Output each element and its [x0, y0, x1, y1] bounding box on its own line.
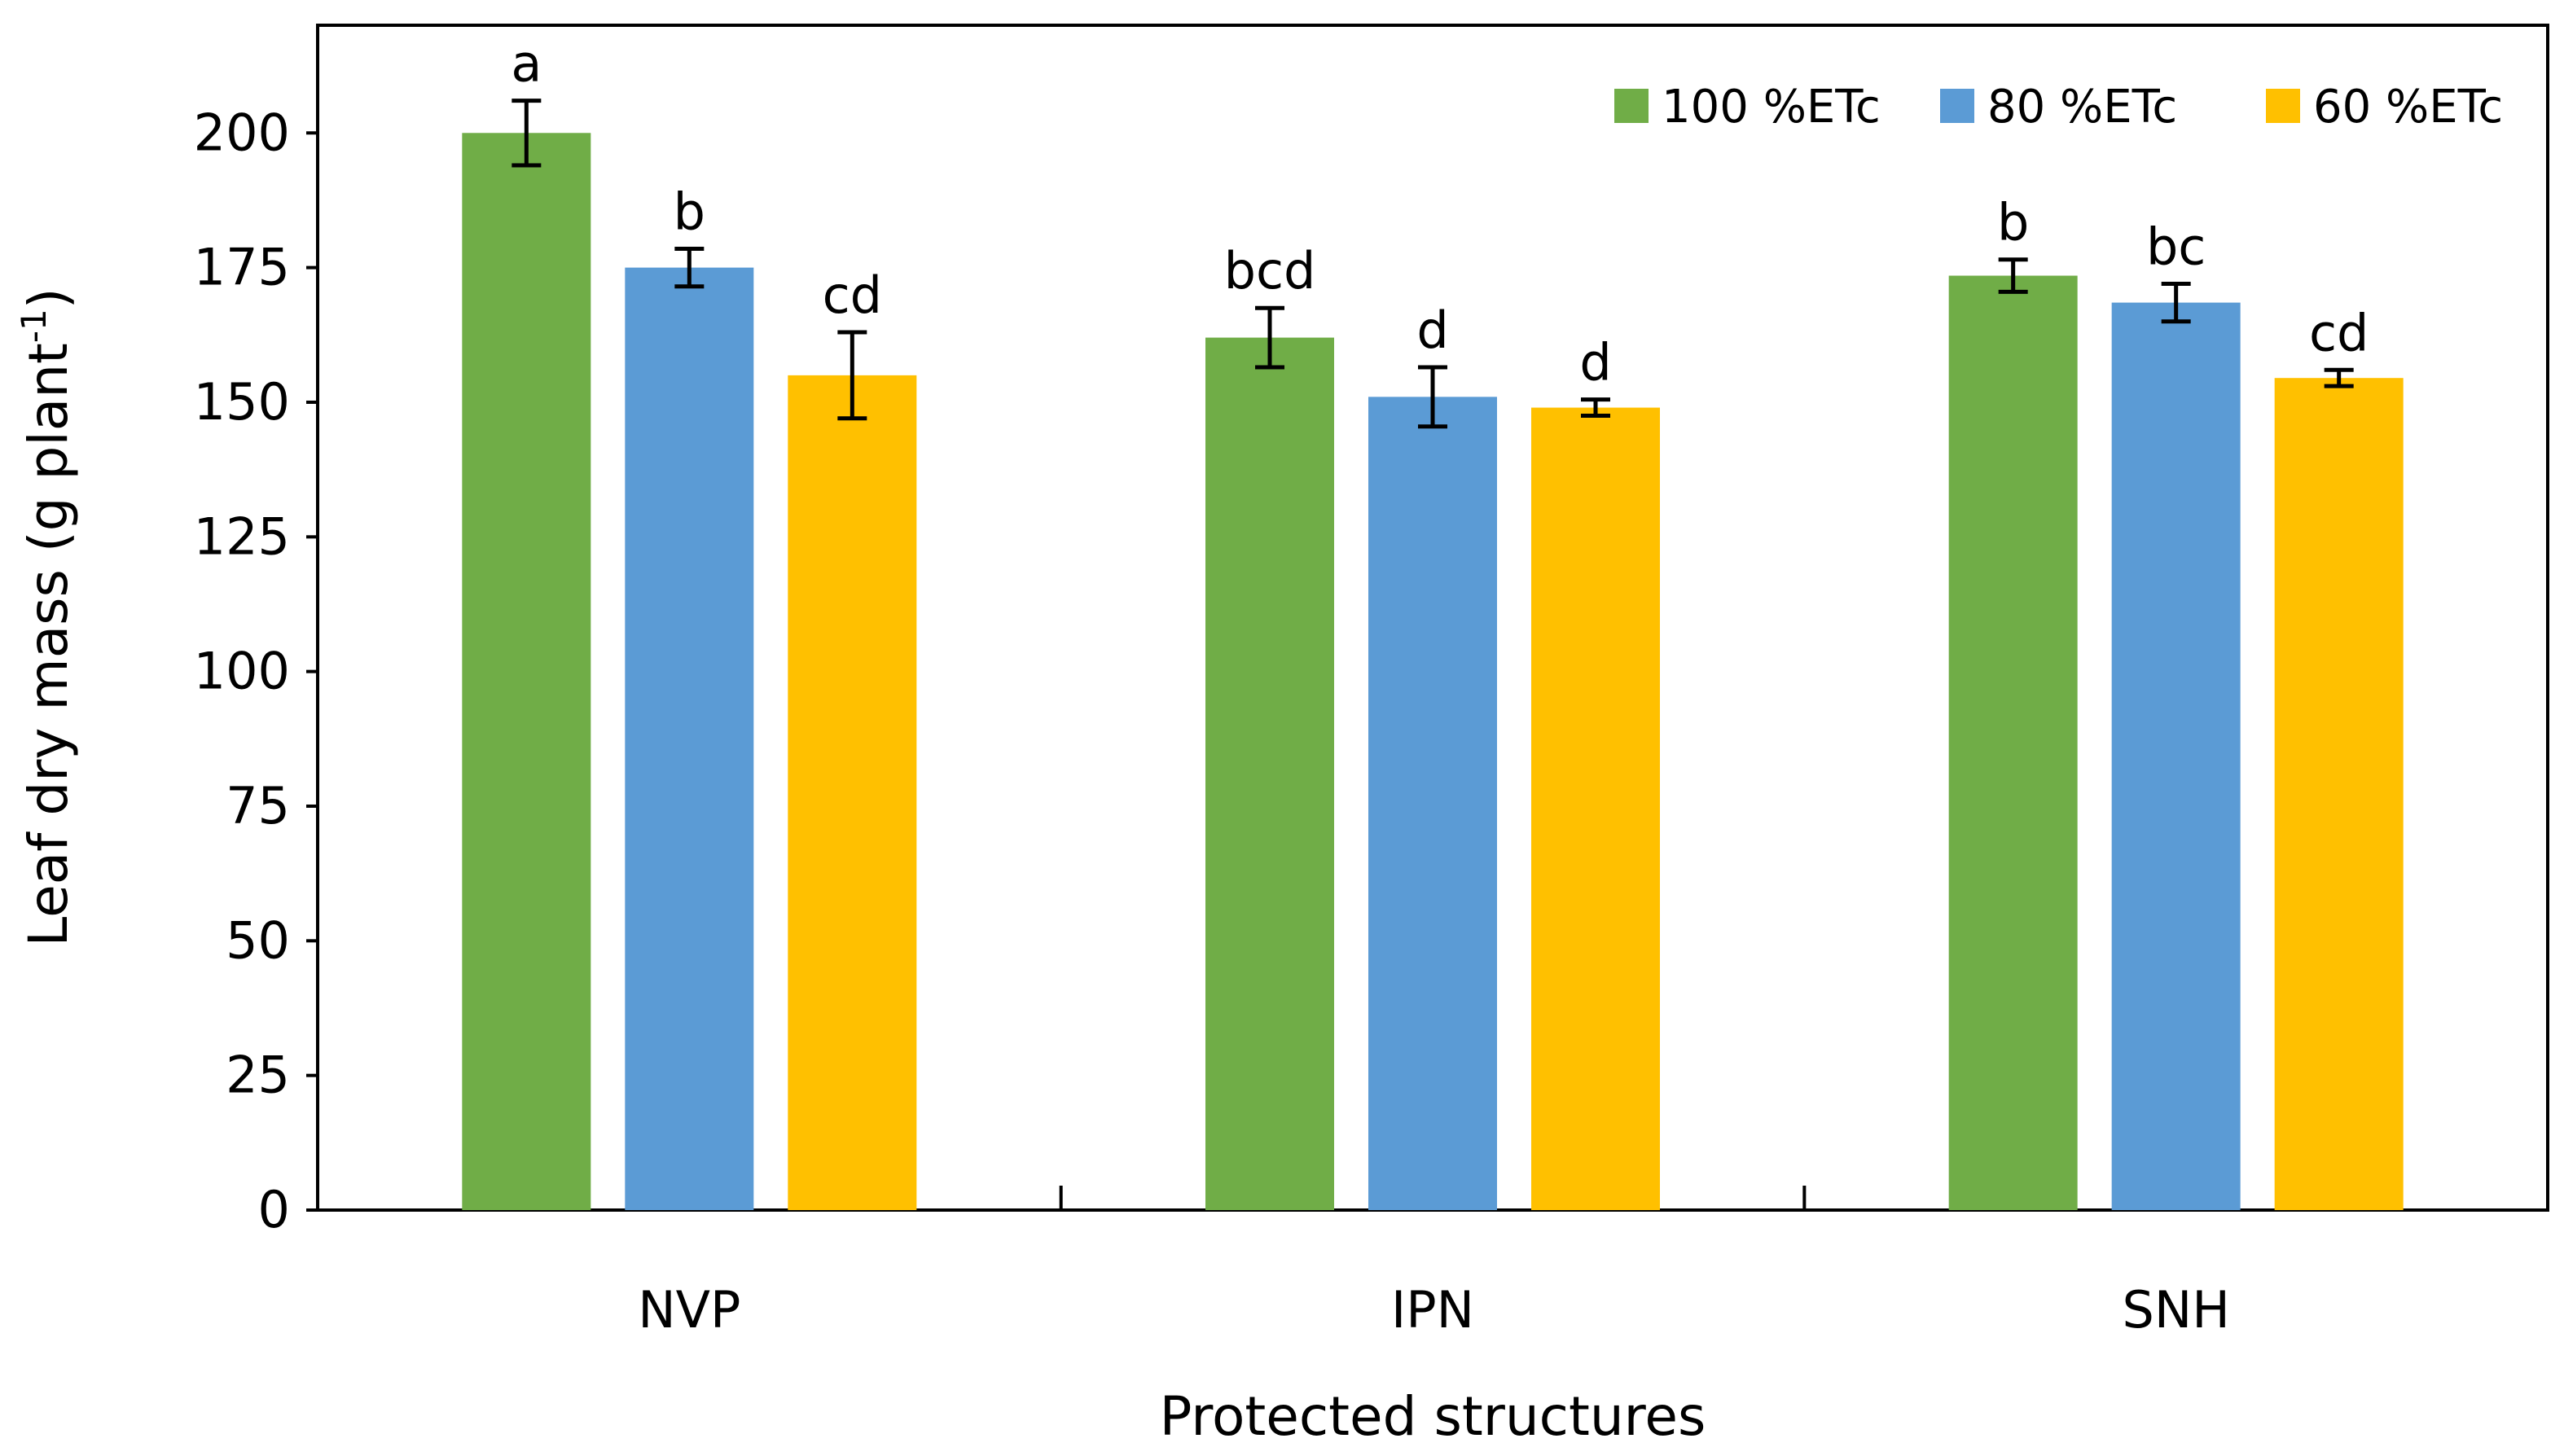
bar [1368, 397, 1497, 1210]
y-axis: 0 25 50 75 100 125 150 175 200 [194, 103, 318, 1239]
bar [1205, 337, 1334, 1210]
significance-label: b [674, 182, 705, 241]
legend-swatch [1614, 89, 1649, 123]
significance-label: d [1416, 300, 1448, 360]
legend-swatch [2266, 89, 2300, 123]
y-tick-label: 125 [194, 507, 290, 566]
y-axis-title-superscript: -1 [14, 309, 54, 343]
significance-label: d [1579, 333, 1611, 393]
significance-label: bc [2146, 217, 2206, 276]
y-tick-label: 50 [226, 910, 290, 970]
bar [625, 267, 754, 1210]
y-axis-title-suffix: ) [17, 287, 80, 309]
bar [1948, 275, 2078, 1211]
legend-label: 100 %ETc [1662, 81, 1881, 134]
x-category-label: SNH [2122, 1280, 2229, 1340]
significance-label: cd [823, 265, 882, 325]
x-axis-title: Protected structures [1160, 1385, 1706, 1448]
y-axis-title-main: Leaf dry mass (g plant [17, 343, 80, 946]
significance-label: bcd [1224, 241, 1316, 300]
y-tick-label: 0 [258, 1180, 290, 1239]
x-category-label: NVP [638, 1280, 740, 1340]
significance-label: cd [2309, 303, 2369, 362]
y-tick-label: 150 [194, 372, 290, 432]
legend-label: 60 %ETc [2313, 81, 2503, 134]
y-tick-label: 175 [194, 238, 290, 297]
y-tick-label: 25 [226, 1046, 290, 1105]
bar [788, 375, 917, 1210]
bar [1531, 407, 1660, 1210]
y-tick-label: 200 [194, 103, 290, 162]
legend-label: 80 %ETc [1987, 81, 2177, 134]
legend-swatch [1940, 89, 1974, 123]
bar [2274, 378, 2404, 1210]
y-tick-label: 100 [194, 642, 290, 701]
x-axis: NVP IPN SNH [638, 1186, 2230, 1340]
bar [462, 133, 591, 1211]
legend: 100 %ETc 80 %ETc 60 %ETc [1614, 81, 2503, 134]
y-axis-title: Leaf dry mass (g plant-1) [14, 287, 80, 946]
x-category-label: IPN [1391, 1280, 1474, 1340]
significance-label: b [1997, 193, 2029, 252]
significance-label: a [511, 34, 542, 94]
bar [2111, 302, 2241, 1210]
y-tick-label: 75 [226, 776, 290, 835]
